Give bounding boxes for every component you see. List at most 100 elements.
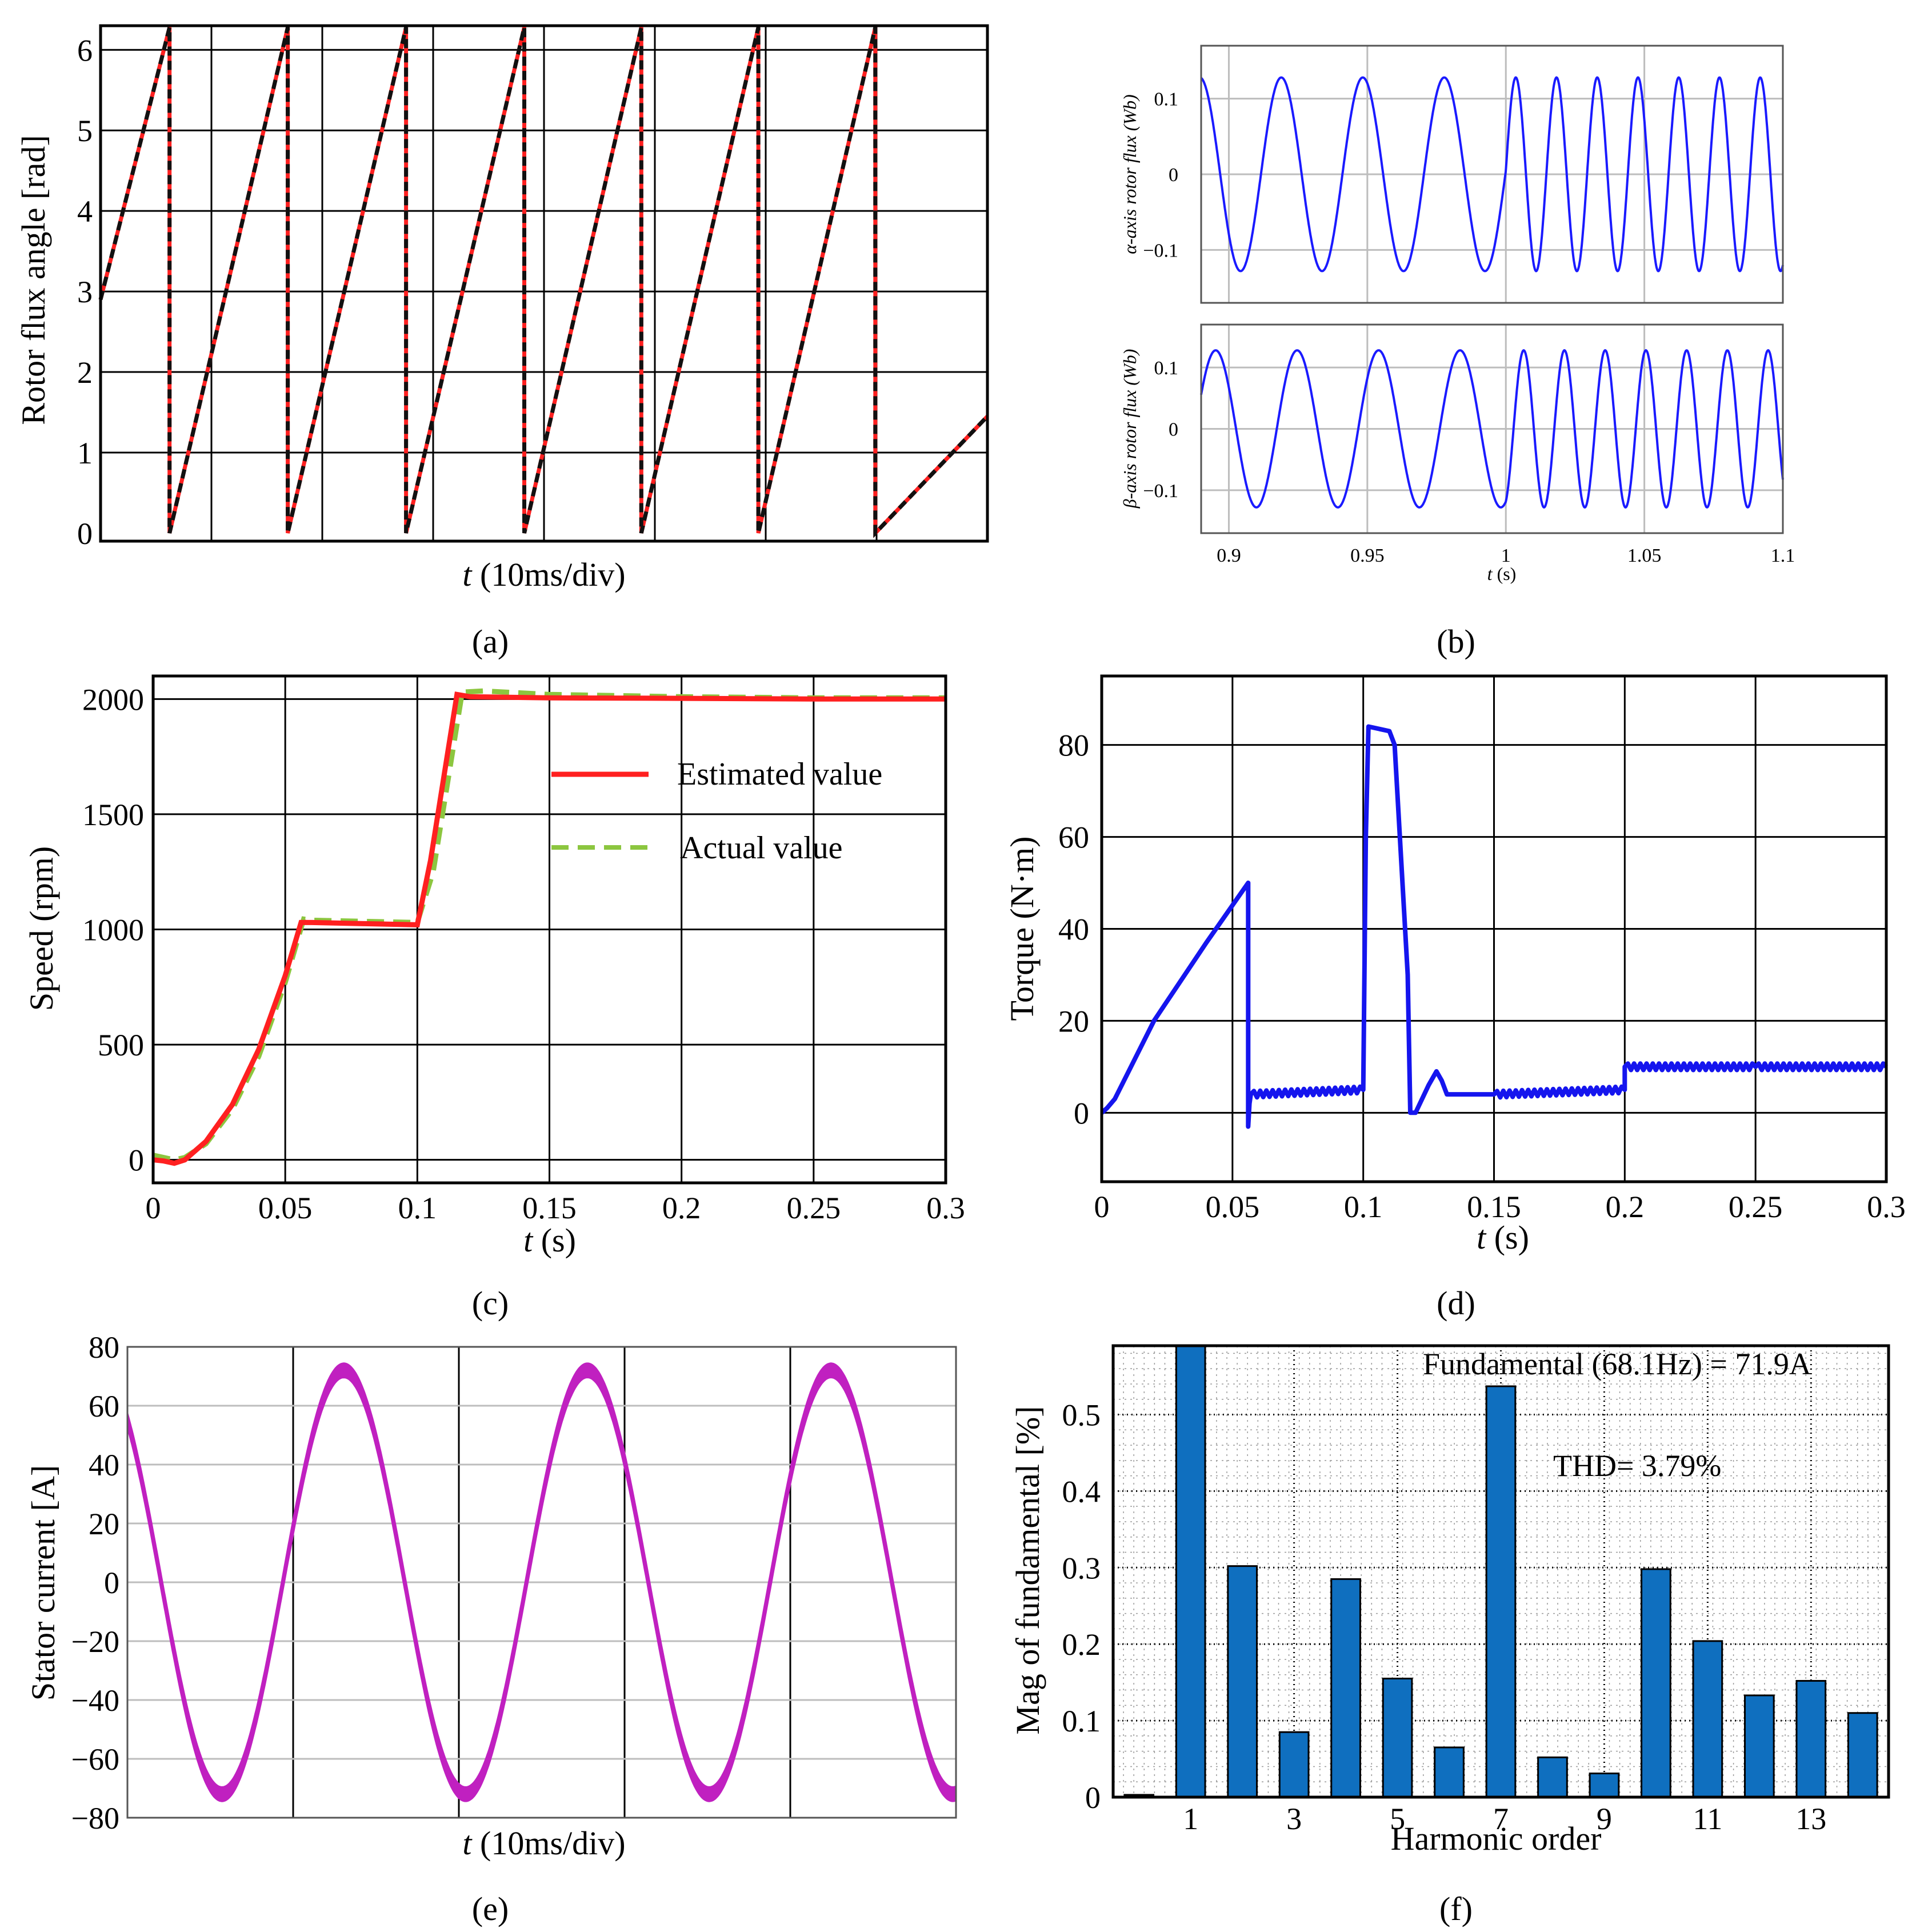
b-beta-y-tick-labels: 0.1 0 −0.1 bbox=[1143, 358, 1178, 502]
panel-label-e: (e) bbox=[472, 1890, 509, 1927]
b-alpha-y-tick-labels: 0.1 0 −0.1 bbox=[1143, 89, 1178, 262]
c-x-tick: 0.15 bbox=[522, 1191, 577, 1225]
e-plot-frame bbox=[126, 1346, 957, 1819]
f-bar-3 bbox=[1278, 1731, 1310, 1798]
f-x-tick: 13 bbox=[1795, 1802, 1826, 1836]
f-x-axis-label: Harmonic order bbox=[1391, 1820, 1602, 1857]
d-x-axis-label-var: t bbox=[1477, 1219, 1487, 1256]
b-alpha-series bbox=[1200, 76, 1784, 273]
e-y-axis-label: Stator current [A] bbox=[25, 1465, 62, 1701]
c-x-axis-label: t (s) bbox=[523, 1222, 576, 1259]
b-beta-label-text: -axis rotor flux (Wb) bbox=[1119, 349, 1140, 499]
a-y-tick: 6 bbox=[77, 33, 93, 67]
c-y-axis-label: Speed (rpm) bbox=[23, 846, 60, 1011]
f-y-tick: 0 bbox=[1085, 1781, 1101, 1815]
f-y-tick-labels: 0 0.1 0.2 0.3 0.4 0.5 bbox=[1062, 1398, 1101, 1815]
a-grid bbox=[101, 26, 987, 541]
f-bar-9 bbox=[1589, 1772, 1620, 1798]
d-x-axis-label: t (s) bbox=[1477, 1219, 1529, 1256]
legend-label-actual: Actual value bbox=[680, 830, 843, 866]
b-x-axis-label-unit: (s) bbox=[1493, 563, 1517, 584]
f-annotation-thd: THD= 3.79% bbox=[1553, 1449, 1721, 1483]
c-x-axis-label-var: t bbox=[523, 1222, 534, 1259]
a-y-tick: 5 bbox=[77, 114, 93, 148]
a-y-tick: 3 bbox=[77, 275, 93, 309]
f-bar-1 bbox=[1175, 1345, 1206, 1798]
d-x-tick-labels: 0 0.05 0.1 0.15 0.2 0.25 0.3 bbox=[1094, 1190, 1906, 1224]
c-grid bbox=[152, 676, 947, 1183]
d-y-tick: 80 bbox=[1058, 729, 1089, 763]
f-y-tick: 0.1 bbox=[1062, 1704, 1101, 1738]
panel-label-a: (a) bbox=[472, 623, 509, 660]
f-bar-7 bbox=[1485, 1385, 1517, 1798]
e-x-axis-label: t (10ms/div) bbox=[462, 1825, 625, 1862]
a-y-tick-labels: 0 1 2 3 4 5 6 bbox=[77, 33, 93, 551]
c-y-tick: 500 bbox=[98, 1028, 144, 1062]
c-y-tick: 2000 bbox=[82, 682, 144, 717]
f-x-tick: 3 bbox=[1286, 1802, 1302, 1836]
d-y-tick: 60 bbox=[1058, 821, 1089, 855]
b-alpha-symbol: α bbox=[1119, 244, 1140, 254]
e-x-axis-label-var: t bbox=[462, 1825, 473, 1862]
c-series-estimated bbox=[153, 691, 946, 1166]
d-y-tick: 0 bbox=[1074, 1096, 1089, 1130]
panel-a-rotor-flux-angle: 0 1 2 3 4 5 6 Rotor flux angle [rad] t (10ms/d… bbox=[15, 24, 989, 660]
e-y-tick: −20 bbox=[71, 1625, 119, 1659]
f-bar-8 bbox=[1537, 1756, 1568, 1798]
d-y-tick: 20 bbox=[1058, 1004, 1089, 1038]
d-y-tick-labels: 0 20 40 60 80 bbox=[1058, 729, 1089, 1131]
a-y-tick: 4 bbox=[77, 194, 93, 229]
f-bar-12 bbox=[1744, 1694, 1775, 1798]
e-y-tick: −60 bbox=[71, 1742, 119, 1777]
c-series bbox=[153, 688, 946, 1166]
f-plot-frame bbox=[1111, 1344, 1890, 1799]
b-beta-x-tick: 0.95 bbox=[1350, 545, 1385, 566]
e-grid bbox=[127, 1347, 956, 1818]
f-bar-14 bbox=[1847, 1712, 1878, 1798]
c-x-tick: 0.05 bbox=[258, 1191, 313, 1225]
a-series bbox=[98, 26, 989, 538]
e-y-tick: 80 bbox=[89, 1330, 119, 1365]
d-x-tick: 0.05 bbox=[1206, 1190, 1260, 1224]
f-y-tick: 0.4 bbox=[1062, 1474, 1101, 1509]
c-x-tick-labels: 0 0.05 0.1 0.15 0.2 0.25 0.3 bbox=[146, 1191, 965, 1225]
f-y-axis-label: Mag of fundamental [%] bbox=[1009, 1406, 1046, 1735]
d-x-tick: 0.3 bbox=[1867, 1190, 1906, 1224]
b-x-axis-label: t (s) bbox=[1487, 563, 1517, 584]
f-y-tick: 0.2 bbox=[1062, 1627, 1101, 1662]
a-y-tick: 2 bbox=[77, 355, 93, 390]
b-alpha-label-text: -axis rotor flux (Wb) bbox=[1119, 94, 1140, 245]
panel-d-torque: 0 20 40 60 80 0 0.05 0.1 0.15 0.2 0.25 0.3 Torque … bbox=[1003, 674, 1906, 1322]
b-beta-x-tick: 1.1 bbox=[1771, 545, 1795, 566]
a-y-tick: 1 bbox=[77, 436, 93, 470]
f-x-tick: 7 bbox=[1493, 1802, 1509, 1836]
a-x-axis-label-unit: (10ms/div) bbox=[472, 556, 626, 593]
legend-label-estimated: Estimated value bbox=[677, 757, 882, 792]
b-beta-plot-frame bbox=[1200, 323, 1784, 534]
c-plot-frame bbox=[151, 674, 947, 1185]
f-bar-4 bbox=[1330, 1578, 1361, 1798]
b-beta-x-tick: 1.05 bbox=[1627, 545, 1662, 566]
b-x-axis-label-var: t bbox=[1487, 563, 1493, 584]
c-y-tick: 1500 bbox=[82, 798, 144, 832]
b-beta-symbol: β bbox=[1119, 499, 1140, 509]
f-x-tick: 9 bbox=[1597, 1802, 1612, 1836]
a-plot-frame bbox=[99, 24, 989, 543]
panel-label-d: (d) bbox=[1437, 1285, 1475, 1322]
b-beta-y-tick: 0 bbox=[1169, 419, 1178, 441]
b-beta-y-axis-label: β-axis rotor flux (Wb) bbox=[1119, 349, 1140, 509]
f-bar-2 bbox=[1227, 1565, 1258, 1798]
b-beta-x-tick: 0.9 bbox=[1217, 545, 1241, 566]
e-y-tick: 40 bbox=[89, 1448, 119, 1482]
d-x-tick: 0 bbox=[1094, 1190, 1110, 1224]
d-x-axis-label-unit: (s) bbox=[1486, 1219, 1529, 1256]
b-alpha-y-tick: 0.1 bbox=[1154, 89, 1179, 110]
a-y-axis-label: Rotor flux angle [rad] bbox=[15, 135, 52, 425]
d-series-torque bbox=[1100, 724, 1888, 1129]
c-y-tick: 0 bbox=[129, 1143, 144, 1178]
c-y-tick-labels: 0 500 1000 1500 2000 bbox=[82, 682, 144, 1177]
b-beta-x-tick: 1 bbox=[1501, 545, 1511, 566]
b-beta-series bbox=[1200, 349, 1784, 509]
